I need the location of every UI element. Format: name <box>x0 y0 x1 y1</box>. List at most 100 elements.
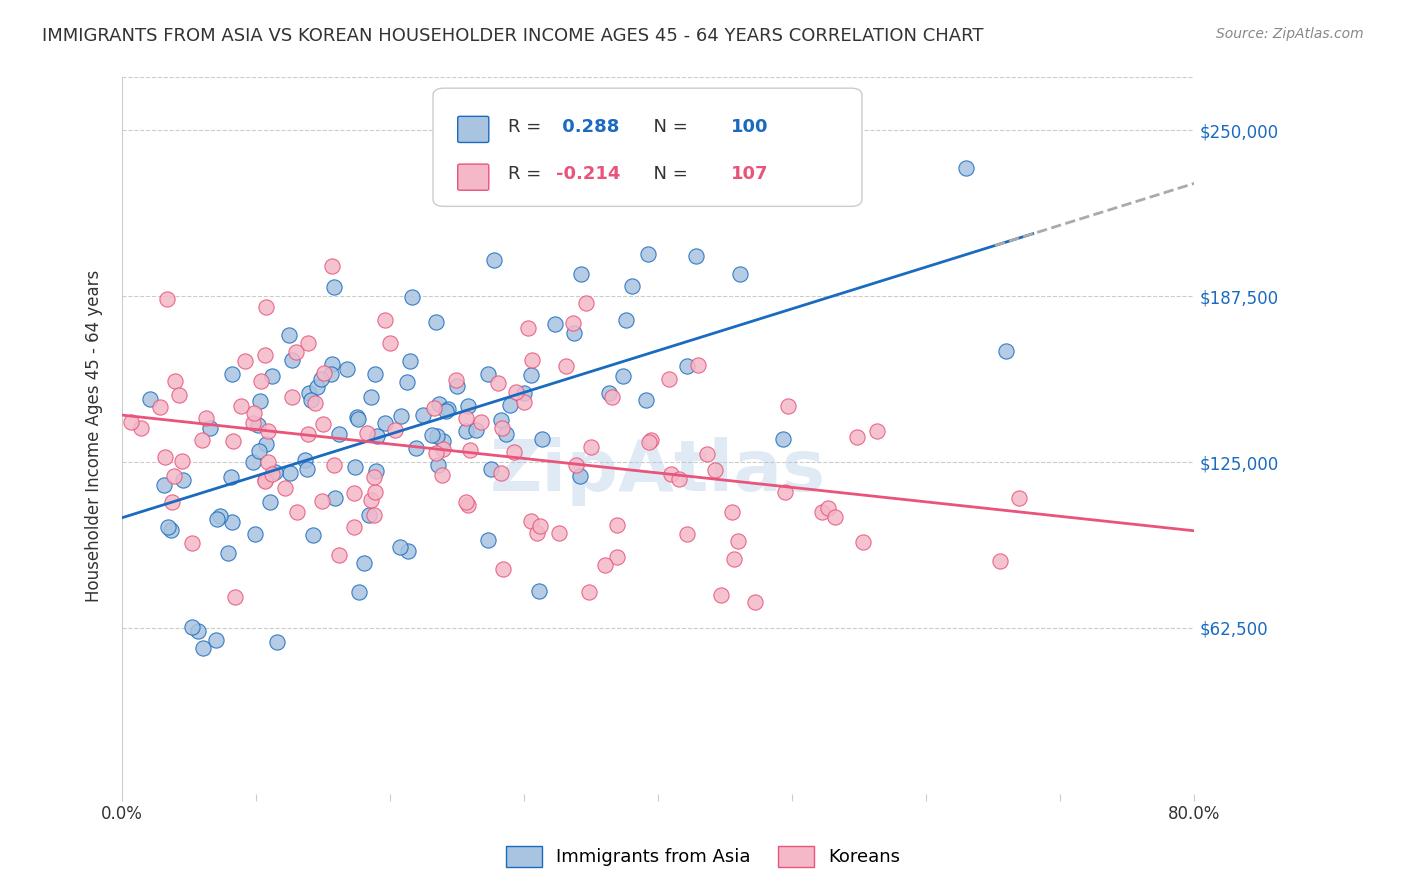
Koreans <box>343 485 366 500</box>
Koreans <box>280 390 302 404</box>
Koreans <box>328 549 350 563</box>
Immigrants from Asia <box>301 392 323 407</box>
Koreans <box>659 467 682 481</box>
Koreans <box>564 458 586 472</box>
Immigrants from Asia <box>243 526 266 541</box>
Koreans <box>163 374 186 388</box>
Immigrants from Asia <box>531 432 554 446</box>
Immigrants from Asia <box>242 455 264 469</box>
Text: 0.288: 0.288 <box>557 118 620 136</box>
Immigrants from Asia <box>281 353 304 368</box>
Immigrants from Asia <box>621 279 644 293</box>
Koreans <box>658 372 681 386</box>
Immigrants from Asia <box>401 291 423 305</box>
Immigrants from Asia <box>307 380 329 394</box>
Koreans <box>512 395 534 409</box>
Koreans <box>322 458 344 473</box>
Immigrants from Asia <box>343 460 366 475</box>
Koreans <box>311 494 333 508</box>
Immigrants from Asia <box>260 369 283 384</box>
Immigrants from Asia <box>446 378 468 392</box>
Immigrants from Asia <box>349 584 371 599</box>
Koreans <box>231 399 253 413</box>
Koreans <box>380 336 402 351</box>
Koreans <box>852 534 875 549</box>
Immigrants from Asia <box>426 458 449 472</box>
Immigrants from Asia <box>457 399 479 413</box>
Text: R =: R = <box>508 165 547 183</box>
Immigrants from Asia <box>277 328 299 343</box>
Koreans <box>156 292 179 306</box>
Koreans <box>638 435 661 450</box>
Immigrants from Asia <box>325 491 347 505</box>
Koreans <box>149 401 172 415</box>
Koreans <box>191 434 214 448</box>
Koreans <box>254 300 277 314</box>
Immigrants from Asia <box>366 429 388 443</box>
Immigrants from Asia <box>676 359 699 373</box>
Koreans <box>284 345 307 359</box>
Immigrants from Asia <box>420 427 443 442</box>
Koreans <box>547 526 569 541</box>
Koreans <box>297 427 319 442</box>
Koreans <box>696 447 718 461</box>
Immigrants from Asia <box>544 318 567 332</box>
Koreans <box>578 584 600 599</box>
Koreans <box>988 554 1011 568</box>
Immigrants from Asia <box>426 429 449 443</box>
Immigrants from Asia <box>259 494 281 508</box>
Koreans <box>384 423 406 437</box>
Immigrants from Asia <box>482 253 505 268</box>
Immigrants from Asia <box>181 620 204 634</box>
Koreans <box>520 352 543 367</box>
Koreans <box>517 321 540 335</box>
Koreans <box>454 494 477 508</box>
Koreans <box>810 505 832 519</box>
Koreans <box>676 527 699 541</box>
Immigrants from Asia <box>246 418 269 433</box>
Koreans <box>824 509 846 524</box>
Koreans <box>668 472 690 486</box>
Koreans <box>866 424 889 438</box>
Koreans <box>727 534 749 549</box>
Koreans <box>606 518 628 533</box>
Koreans <box>704 463 727 477</box>
Immigrants from Asia <box>294 453 316 467</box>
Immigrants from Asia <box>364 464 387 478</box>
Koreans <box>721 505 744 519</box>
Koreans <box>640 433 662 447</box>
Koreans <box>529 519 551 533</box>
Text: ZipAtlas: ZipAtlas <box>491 437 827 506</box>
Immigrants from Asia <box>636 392 658 407</box>
Immigrants from Asia <box>295 462 318 476</box>
Immigrants from Asia <box>495 427 517 442</box>
Immigrants from Asia <box>208 508 231 523</box>
Immigrants from Asia <box>360 390 382 404</box>
Immigrants from Asia <box>193 640 215 655</box>
Koreans <box>242 417 264 431</box>
Immigrants from Asia <box>323 280 346 294</box>
Immigrants from Asia <box>685 249 707 263</box>
Immigrants from Asia <box>432 434 454 448</box>
Immigrants from Asia <box>221 515 243 529</box>
Immigrants from Asia <box>346 412 368 426</box>
Koreans <box>723 551 745 566</box>
Koreans <box>221 434 243 448</box>
Koreans <box>257 424 280 438</box>
Text: R =: R = <box>508 118 547 136</box>
Koreans <box>606 550 628 565</box>
Koreans <box>233 354 256 368</box>
Koreans <box>778 399 800 413</box>
Koreans <box>688 358 710 372</box>
Koreans <box>773 485 796 500</box>
Koreans <box>360 492 382 507</box>
Immigrants from Asia <box>569 469 592 483</box>
Koreans <box>257 455 280 469</box>
Text: -0.214: -0.214 <box>557 165 620 183</box>
Immigrants from Asia <box>374 416 396 430</box>
Koreans <box>364 485 387 500</box>
Immigrants from Asia <box>489 413 512 427</box>
Koreans <box>562 316 585 330</box>
Immigrants from Asia <box>247 443 270 458</box>
Koreans <box>120 415 142 429</box>
